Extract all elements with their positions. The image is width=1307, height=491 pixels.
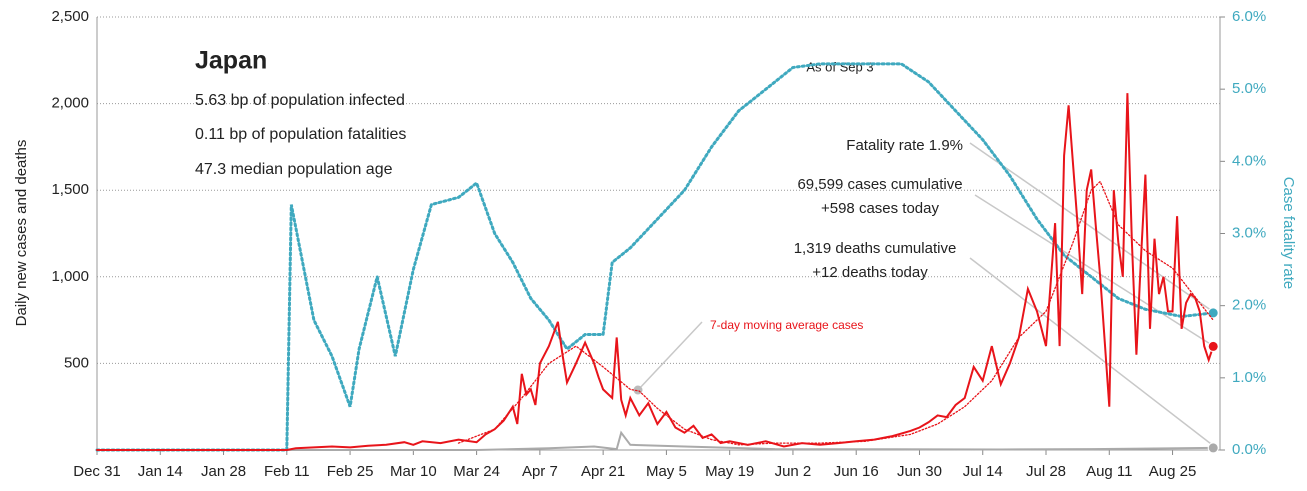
x-tick-label: Feb 11 [264, 463, 310, 480]
subtitle: 47.3 median population age [195, 161, 393, 178]
y2-tick-label: 6.0% [1232, 8, 1266, 25]
x-tick-label: Jan 14 [138, 463, 183, 480]
x-tick-label: Jun 2 [775, 463, 812, 480]
annotation: +12 deaths today [812, 264, 928, 281]
x-tick-label: Feb 25 [327, 463, 374, 480]
annotation: 69,599 cases cumulative [797, 176, 962, 193]
y2-tick-label: 3.0% [1232, 224, 1266, 241]
series-line [457, 180, 1214, 446]
y2-tick-label: 0.0% [1232, 441, 1266, 458]
x-tick-label: May 19 [705, 463, 754, 480]
series-line [96, 430, 1215, 451]
y2-axis-label: Case fatality rate [1280, 177, 1297, 290]
leader-line [637, 321, 703, 391]
x-tick-label: Jul 28 [1026, 463, 1066, 480]
x-tick-label: Jan 28 [201, 463, 246, 480]
subtitle: 5.63 bp of population infected [195, 92, 405, 109]
y-tick-label: 2,500 [51, 8, 89, 25]
y2-tick-label: 5.0% [1232, 80, 1266, 97]
y-axis-label: Daily new cases and deaths [13, 140, 30, 327]
y-tick-label: 500 [64, 354, 89, 371]
x-tick-label: Jul 14 [963, 463, 1003, 480]
y2-tick-label: 1.0% [1232, 369, 1266, 386]
y-tick-label: 1,000 [51, 268, 89, 285]
annotation: 7-day moving average cases [710, 318, 863, 332]
annotation: 1,319 deaths cumulative [794, 240, 957, 257]
x-tick-label: Aug 11 [1086, 463, 1132, 480]
annotation: As of Sep 3 [806, 59, 873, 74]
x-tick-label: Mar 10 [390, 463, 437, 480]
y-tick-label: 2,000 [51, 95, 89, 112]
chart-title: Japan [195, 47, 267, 75]
y2-tick-label: 2.0% [1232, 297, 1266, 314]
x-tick-label: Jun 30 [897, 463, 942, 480]
subtitle: 0.11 bp of population fatalities [195, 126, 406, 143]
x-tick-label: Mar 24 [453, 463, 500, 480]
x-tick-label: Apr 7 [522, 463, 558, 480]
leader-line [969, 257, 1216, 448]
x-tick-label: Apr 21 [581, 463, 625, 480]
y-tick-label: 1,500 [51, 181, 89, 198]
x-tick-label: Dec 31 [73, 463, 121, 480]
leader-lines [637, 142, 1216, 448]
x-tick-label: Aug 25 [1149, 463, 1197, 480]
series-line [96, 93, 1215, 451]
annotation: +598 cases today [821, 200, 940, 217]
leader-line [974, 194, 1216, 348]
endpoint-dot [1207, 442, 1219, 454]
y2-tick-label: 4.0% [1232, 152, 1266, 169]
endpoint-dot [1207, 340, 1219, 352]
x-tick-label: May 5 [646, 463, 687, 480]
x-tick-label: Jun 16 [834, 463, 879, 480]
series-line [95, 62, 1215, 452]
annotation: Fatality rate 1.9% [846, 137, 963, 154]
